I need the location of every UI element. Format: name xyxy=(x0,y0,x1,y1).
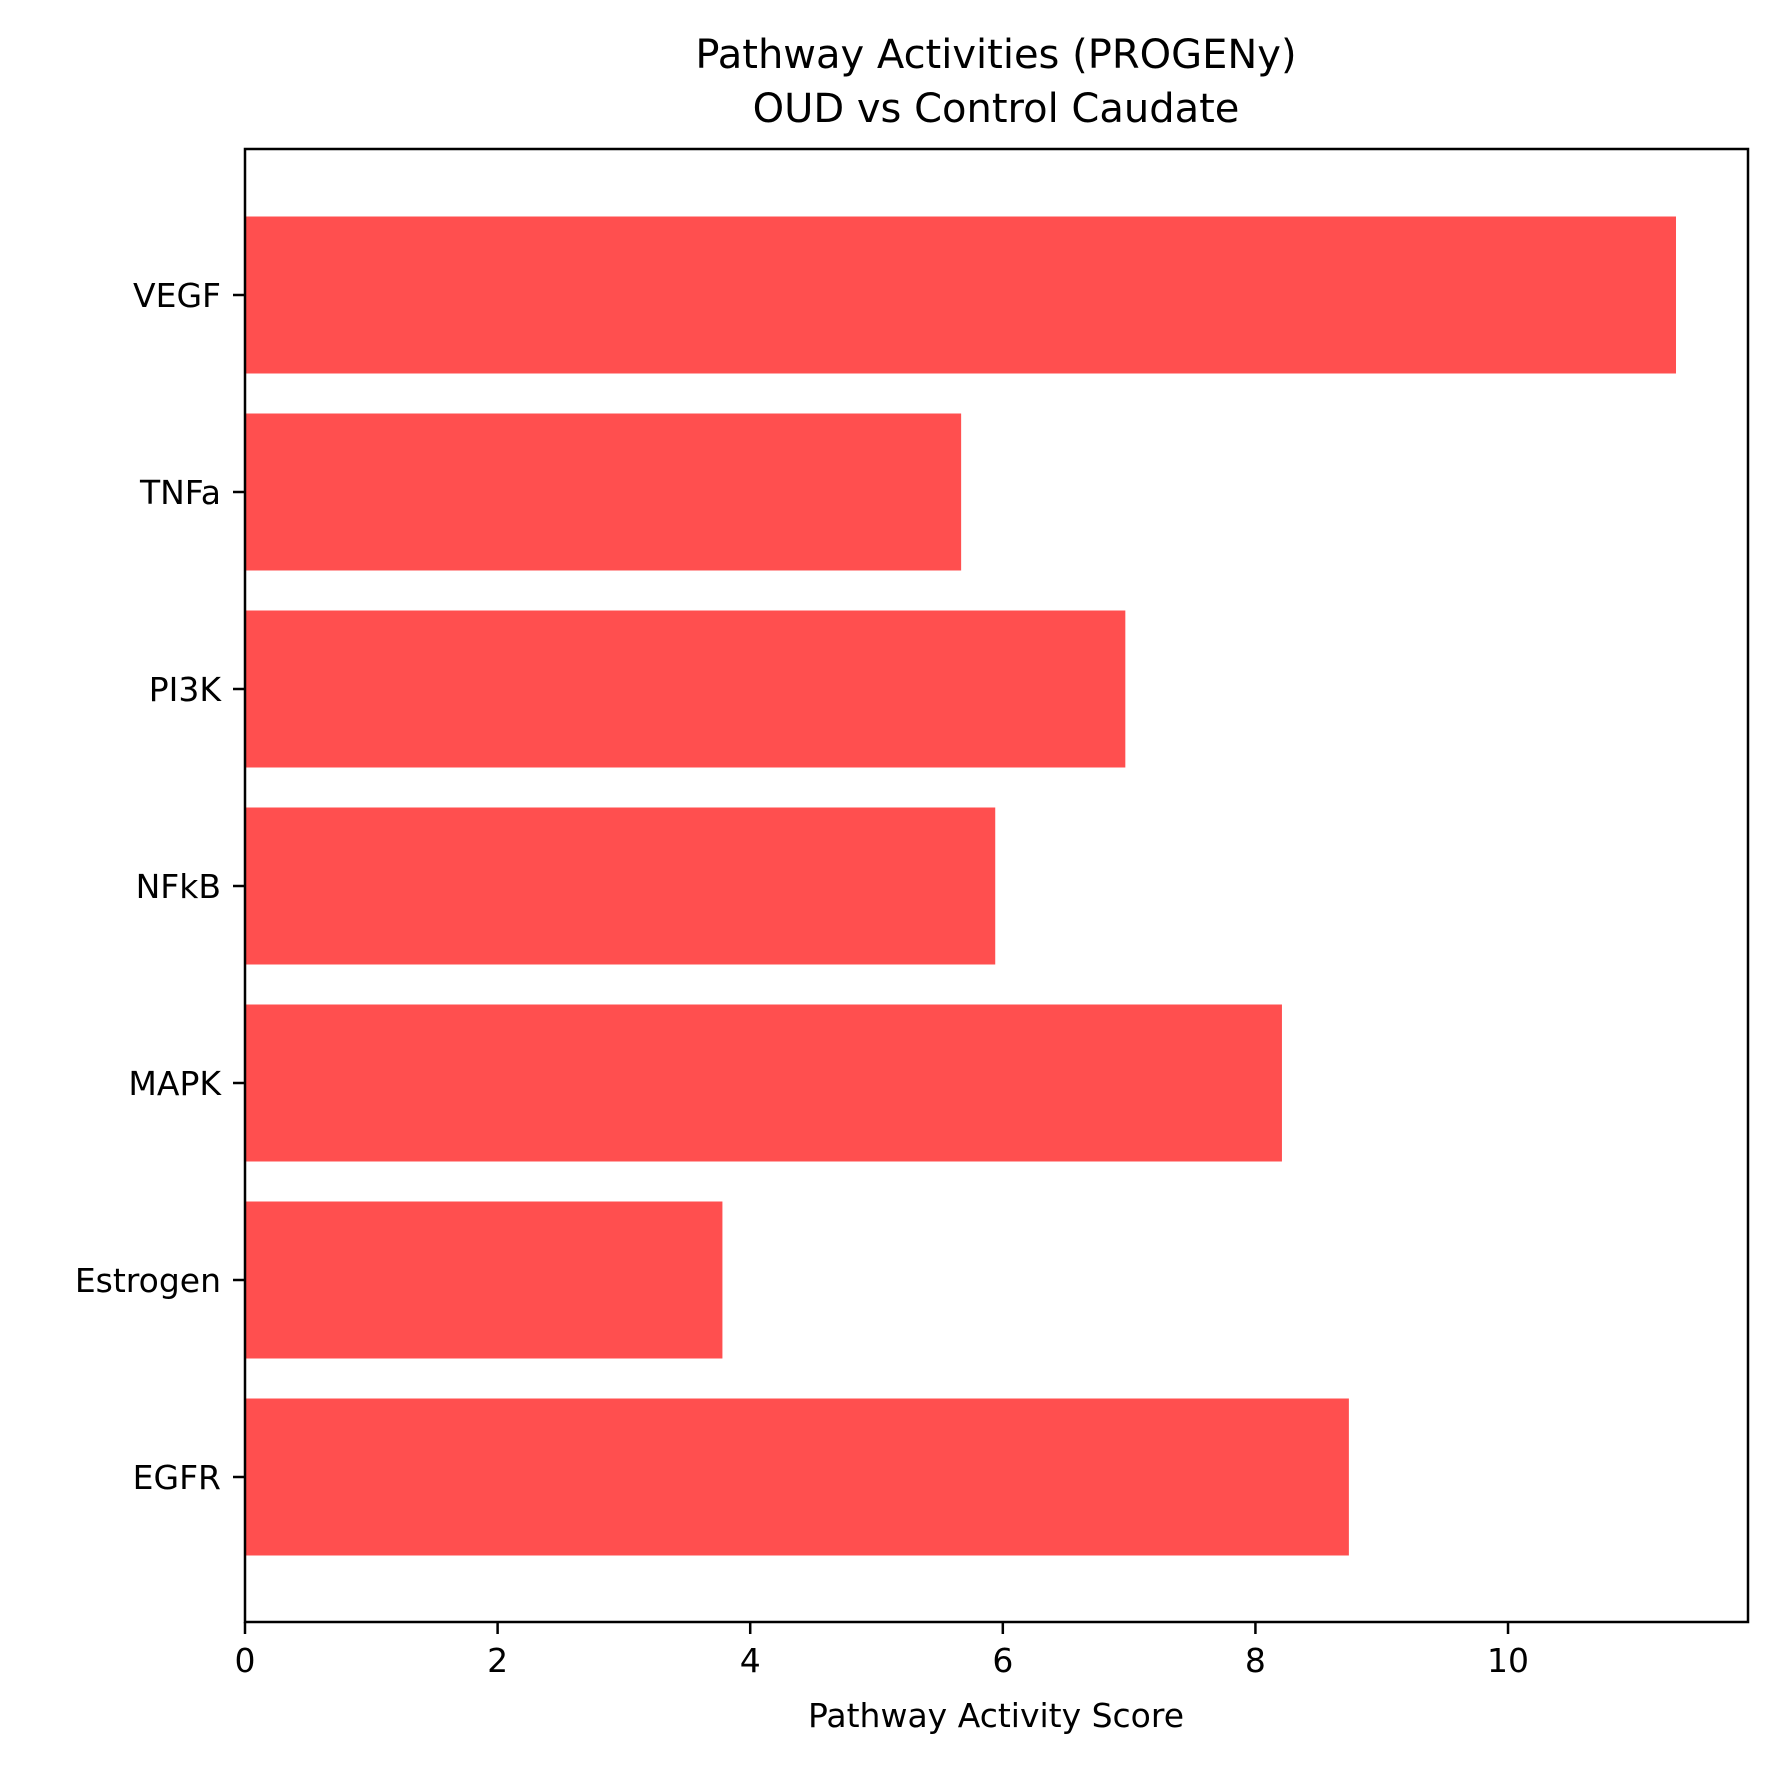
y-tick-label: NFkB xyxy=(136,867,221,906)
y-tick-label: PI3K xyxy=(149,670,223,709)
y-tick-label: VEGF xyxy=(133,276,221,315)
y-tick-label: Estrogen xyxy=(75,1261,221,1300)
bar-nfkb xyxy=(245,807,996,965)
bars-group xyxy=(245,216,1677,1556)
chart-title-line-1: Pathway Activities (PROGENy) xyxy=(695,32,1296,78)
bar-pi3k xyxy=(245,610,1126,768)
x-tick-label: 10 xyxy=(1487,1641,1529,1680)
plot-frame xyxy=(243,147,1750,1624)
y-tick-label: EGFR xyxy=(133,1458,221,1497)
y-tick-label: TNFa xyxy=(139,473,221,512)
x-axis-label: Pathway Activity Score xyxy=(808,1696,1184,1735)
x-tick-label: 8 xyxy=(1245,1641,1266,1680)
x-axis-ticks: 0 2 4 6 8 10 xyxy=(235,1622,1529,1680)
bar-tnfa xyxy=(245,413,962,571)
y-axis-ticks: VEGF TNFa PI3K NFkB MAPK Estrogen EGFR xyxy=(75,276,245,1497)
bar-mapk xyxy=(245,1004,1282,1162)
chart-title-line-2: OUD vs Control Caudate xyxy=(753,86,1240,132)
x-tick-label: 6 xyxy=(992,1641,1013,1680)
bar-estrogen xyxy=(245,1201,723,1359)
bar-vegf xyxy=(245,216,1677,374)
y-tick-label: MAPK xyxy=(128,1064,222,1103)
x-tick-label: 4 xyxy=(740,1641,761,1680)
x-tick-label: 0 xyxy=(235,1641,256,1680)
bar-egfr xyxy=(245,1398,1349,1556)
x-tick-label: 2 xyxy=(487,1641,508,1680)
